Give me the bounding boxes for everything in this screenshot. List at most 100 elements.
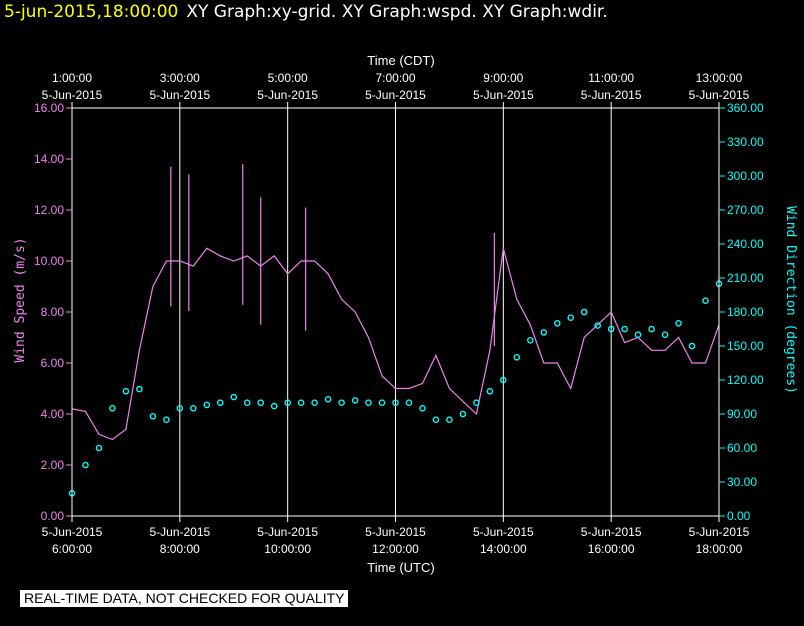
wind-direction-point (230, 393, 238, 401)
y-tick-label: 14.00 (34, 152, 64, 166)
top-tick-time-label: 7:00:00 (375, 71, 415, 85)
wind-direction-point (432, 416, 440, 424)
y2-tick-label: 240.00 (727, 237, 764, 251)
top-tick-time-label: 13:00:00 (696, 71, 743, 85)
top-tick-date-label: 5-Jun-2015 (365, 88, 426, 102)
wind-direction-point (554, 319, 561, 327)
wind-direction-point (392, 399, 399, 407)
wind-direction-point (149, 412, 157, 420)
y2-tick-label: 360.00 (727, 101, 764, 115)
wind-direction-point (176, 404, 184, 412)
bottom-tick-time-label: 6:00:00 (52, 542, 92, 556)
wind-direction-point (567, 314, 575, 322)
y-tick-label: 4.00 (41, 407, 65, 421)
wind-direction-point (284, 399, 292, 407)
wind-direction-point (405, 399, 413, 407)
bottom-tick-time-label: 8:00:00 (160, 542, 200, 556)
wind-speed-axis-label: Wind Speed (m/s) (13, 237, 28, 362)
bottom-tick-date-label: 5-Jun-2015 (149, 525, 210, 539)
top-tick-date-label: 5-Jun-2015 (473, 88, 534, 102)
quality-notice: REAL-TIME DATA, NOT CHECKED FOR QUALITY (20, 590, 349, 607)
wind-direction-point (688, 342, 696, 350)
bottom-tick-date-label: 5-Jun-2015 (365, 525, 426, 539)
y-tick-label: 10.00 (34, 254, 64, 268)
top-axis-label: Time (CDT) (367, 53, 434, 68)
top-tick-time-label: 1:00:00 (52, 71, 92, 85)
y2-tick-label: 330.00 (727, 135, 764, 149)
y2-tick-label: 150.00 (727, 339, 764, 353)
top-tick-date-label: 5-Jun-2015 (581, 88, 642, 102)
wind-direction-point (446, 416, 453, 424)
wind-direction-point (621, 325, 628, 333)
y-tick-label: 6.00 (41, 356, 65, 370)
bottom-tick-time-label: 18:00:00 (696, 542, 743, 556)
y2-tick-label: 180.00 (727, 305, 764, 319)
bottom-tick-date-label: 5-Jun-2015 (42, 525, 103, 539)
wind-direction-point (459, 410, 467, 418)
wind-direction-point (473, 399, 480, 407)
y-tick-label: 0.00 (41, 509, 65, 523)
bottom-tick-date-label: 5-Jun-2015 (689, 525, 750, 539)
y2-tick-label: 300.00 (727, 169, 764, 183)
wind-direction-point (378, 399, 386, 407)
wind-direction-point (351, 397, 359, 404)
wind-direction-point (419, 404, 426, 412)
top-tick-time-label: 3:00:00 (160, 71, 200, 85)
wind-speed-line (71, 247, 720, 441)
wind-direction-point (338, 399, 345, 407)
wind-direction-axis: 0.00 30.00 60.00 90.00 120.00 150.00 180.00 210… (719, 101, 764, 523)
bottom-tick-date-label: 5-Jun-2015 (473, 525, 534, 539)
wind-direction-point (270, 402, 278, 410)
grid-lines (179, 108, 612, 516)
top-tick-time-label: 9:00:00 (483, 71, 523, 85)
wind-speed-axis: 0.00 2.00 4.00 6.00 8.00 10.00 12.00 14.00 16.00 (34, 101, 72, 523)
utc-time-axis: 5-Jun-2015 6:00:00 5-Jun-2015 8:00:00 5-Jun-… (42, 516, 750, 556)
wind-direction-point (82, 461, 89, 469)
bottom-tick-date-label: 5-Jun-2015 (581, 525, 642, 539)
wind-direction-point (486, 387, 494, 395)
wind-direction-axis-label: Wind Direction (degrees) (783, 206, 798, 394)
wind-direction-point (634, 331, 642, 339)
cdt-time-axis: 1:00:00 5-Jun-2015 3:00:00 5-Jun-2015 5:00:0… (42, 71, 750, 108)
wind-direction-point (122, 387, 130, 395)
wind-direction-point (189, 404, 197, 412)
top-tick-date-label: 5-Jun-2015 (42, 88, 103, 102)
wind-direction-point (513, 353, 521, 361)
top-tick-date-label: 5-Jun-2015 (689, 88, 750, 102)
bottom-tick-time-label: 16:00:00 (588, 542, 635, 556)
y2-tick-label: 90.00 (727, 407, 757, 421)
wind-direction-point (499, 376, 507, 384)
bottom-tick-date-label: 5-Jun-2015 (257, 525, 318, 539)
wind-direction-point (365, 399, 372, 407)
wind-direction-point (540, 329, 548, 336)
y2-tick-label: 30.00 (727, 475, 757, 489)
wind-direction-point (607, 325, 615, 333)
wind-direction-point (109, 404, 116, 412)
bottom-tick-time-label: 10:00:00 (264, 542, 311, 556)
top-tick-time-label: 5:00:00 (268, 71, 308, 85)
bottom-tick-time-label: 12:00:00 (372, 542, 419, 556)
top-tick-date-label: 5-Jun-2015 (149, 88, 210, 102)
wind-direction-point (324, 395, 332, 403)
bottom-axis-label: Time (UTC) (367, 560, 434, 575)
y2-tick-label: 0.00 (727, 509, 751, 523)
header-timestamp: 5-jun-2015,18:00:00 (4, 2, 179, 22)
wind-direction-point (648, 325, 655, 333)
wind-direction-point (527, 336, 534, 344)
y2-tick-label: 60.00 (727, 441, 757, 455)
wind-direction-point (216, 399, 224, 407)
wind-direction-point (594, 322, 602, 329)
wind-direction-point (702, 297, 709, 305)
y2-tick-label: 120.00 (727, 373, 764, 387)
y2-tick-label: 270.00 (727, 203, 764, 217)
y-tick-label: 8.00 (41, 305, 65, 319)
wind-direction-point (257, 399, 265, 407)
wind-direction-point (203, 401, 211, 409)
y-tick-label: 16.00 (34, 101, 64, 115)
wind-direction-point (675, 319, 682, 327)
top-tick-date-label: 5-Jun-2015 (257, 88, 318, 102)
wind-direction-point (580, 308, 588, 316)
wind-direction-point (661, 331, 669, 339)
y2-tick-label: 210.00 (727, 271, 764, 285)
